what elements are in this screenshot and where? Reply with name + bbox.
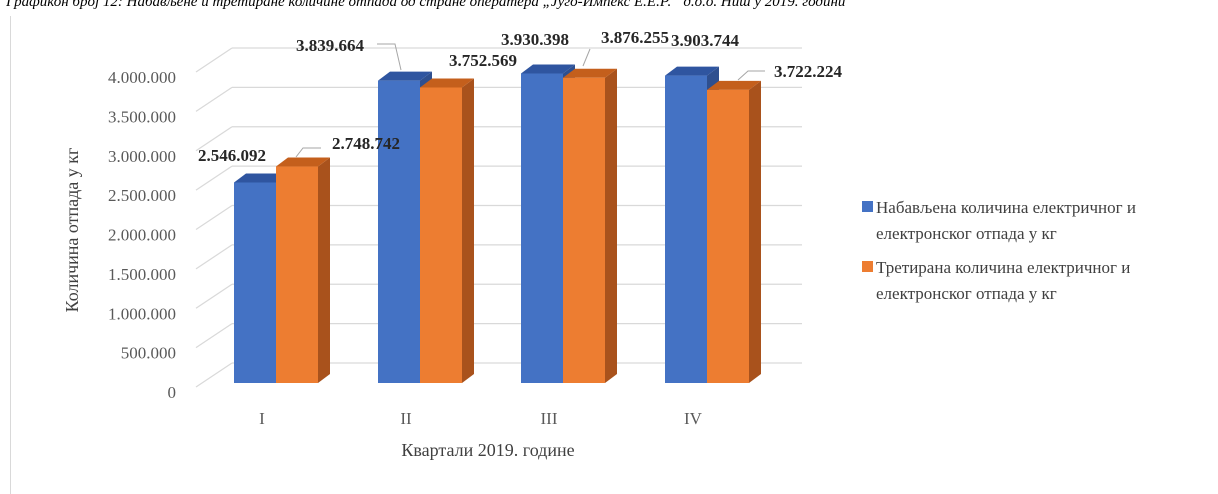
bar-side — [749, 80, 761, 383]
bar-front — [378, 80, 420, 383]
x-tick-label: IV — [684, 409, 703, 428]
bar-2-IV — [707, 80, 761, 383]
y-tick-label: 3.000.000 — [108, 147, 176, 166]
x-tick-label: I — [259, 409, 265, 428]
legend-label: Набављена количина електричног и — [876, 198, 1136, 217]
data-label: 2.748.742 — [332, 134, 400, 153]
bar-top — [234, 173, 288, 183]
data-label: 3.752.569 — [449, 51, 517, 70]
gridline-depth — [195, 165, 233, 191]
y-tick-label: 2.000.000 — [108, 226, 176, 245]
bar-front — [420, 87, 462, 383]
x-tick-label: III — [541, 409, 558, 428]
bar-top — [378, 71, 432, 81]
data-label: 3.839.664 — [296, 36, 365, 55]
bar-side — [605, 68, 617, 383]
bar-top — [420, 78, 474, 88]
bars — [234, 64, 761, 384]
bar-front — [234, 182, 276, 383]
y-tick-label: 4.000.000 — [108, 68, 176, 87]
gridline-depth — [195, 205, 233, 230]
bar-top — [276, 157, 330, 167]
y-tick-label: 500.000 — [121, 344, 176, 363]
y-tick-label: 1.000.000 — [108, 304, 176, 323]
legend-swatch — [862, 261, 873, 272]
gridline-depth — [195, 323, 233, 349]
bar-top — [707, 80, 761, 90]
bar-top — [521, 64, 575, 74]
legend: Набављена количина електричног и електрон… — [862, 198, 1136, 303]
y-tick-label: 2.500.000 — [108, 186, 176, 205]
bar-2-II — [420, 78, 474, 383]
y-axis-title: Количина отпада у кг — [62, 148, 82, 313]
data-label: 3.930.398 — [501, 30, 569, 49]
bar-front — [707, 89, 749, 383]
label-leader-line — [377, 43, 402, 71]
bar-2-III — [563, 68, 617, 383]
data-label: 3.903.744 — [671, 31, 740, 50]
legend-swatch — [862, 201, 873, 212]
chart-frame — [10, 16, 1216, 494]
legend-label: електронског отпада у кг — [876, 224, 1057, 243]
gridline-depth — [195, 283, 233, 309]
data-label: 3.722.224 — [774, 62, 843, 81]
label-leader-line — [737, 70, 765, 81]
data-label: 2.546.092 — [198, 146, 266, 165]
legend-label: електронског отпада у кг — [876, 284, 1057, 303]
bar-front — [276, 166, 318, 383]
y-tick-label: 0 — [168, 383, 177, 402]
data-labels: 2.546.092 3.839.664 3.930.398 3.903.744 2.74… — [198, 28, 843, 165]
y-axis-ticks: 0 500.000 1.000.000 1.500.000 2.000.000 2.500… — [108, 68, 176, 402]
label-leader-line — [582, 48, 591, 67]
x-tick-label: II — [400, 409, 412, 428]
label-leader-line — [295, 147, 321, 158]
bar-top — [665, 66, 719, 76]
gridline-depth — [195, 47, 233, 73]
bar-side — [462, 78, 474, 383]
bar-side — [318, 157, 330, 383]
y-tick-label: 1.500.000 — [108, 265, 176, 284]
figure-caption: Графикон број 12: Набављене и третиране … — [6, 0, 846, 10]
legend-item-1: Набављена количина електричног и електрон… — [862, 198, 1136, 243]
x-axis-title: Квартали 2019. године — [401, 440, 574, 460]
gridline-depth — [195, 126, 233, 152]
legend-label: Третирана количина електричног и — [876, 258, 1130, 277]
bar-front — [563, 77, 605, 383]
bar-front — [521, 73, 563, 384]
bar-2-I — [276, 157, 330, 383]
data-label: 3.876.255 — [601, 28, 669, 47]
bar-front — [665, 75, 707, 383]
legend-item-2: Третирана количина електричног и електрон… — [862, 258, 1130, 303]
bar-top — [563, 68, 617, 78]
gridline-depth — [195, 244, 233, 270]
y-tick-label: 3.500.000 — [108, 107, 176, 126]
x-axis-categories: I II III IV — [259, 409, 703, 428]
gridline-depth — [195, 362, 233, 388]
gridline-depth — [195, 86, 233, 112]
